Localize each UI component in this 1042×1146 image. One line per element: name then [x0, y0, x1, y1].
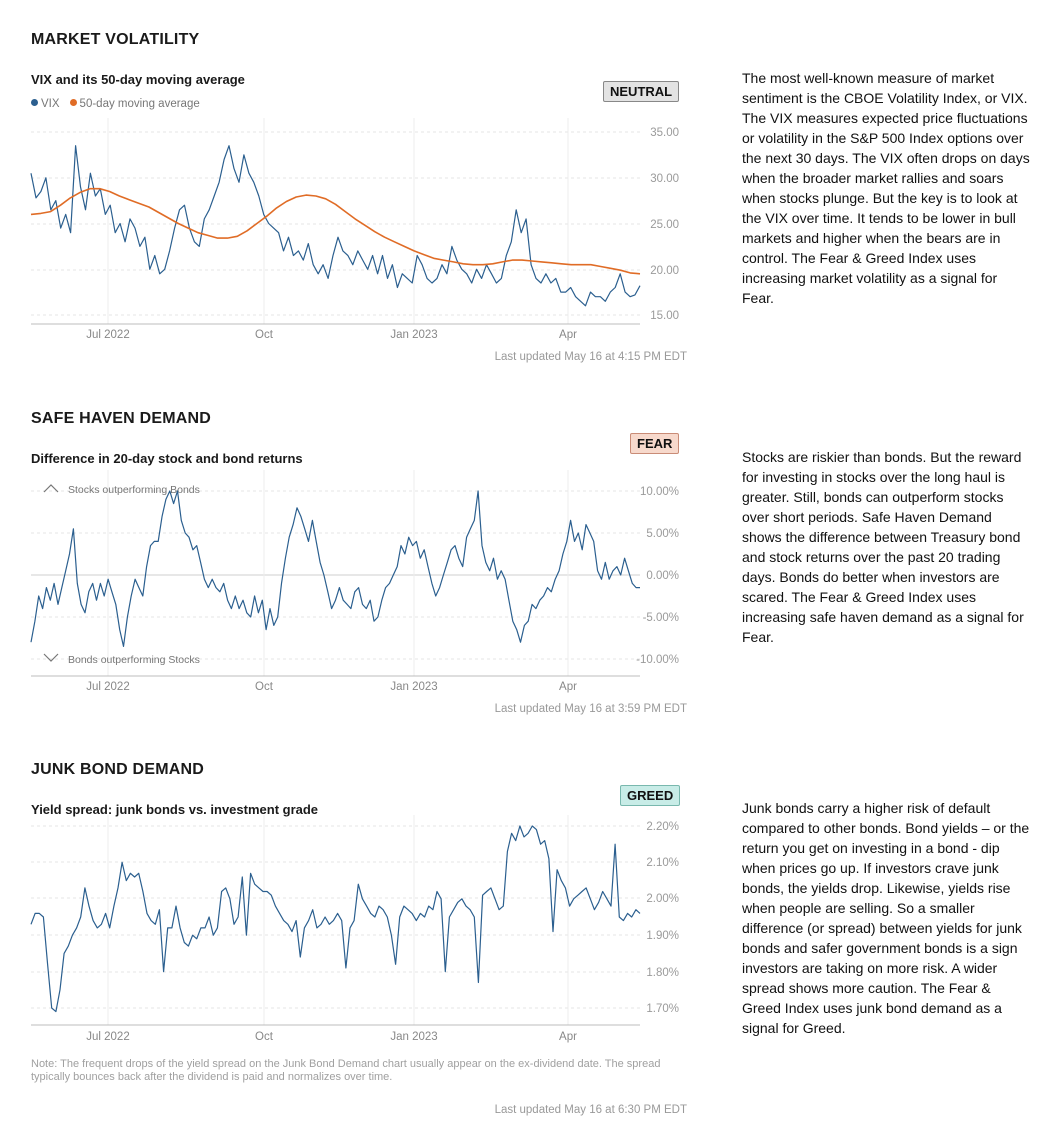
x-tick-label: Jul 2022	[86, 1031, 129, 1043]
chart-note: Note: The frequent drops of the yield sp…	[31, 1058, 661, 1083]
y-tick-label: 1.90%	[646, 930, 679, 942]
annotation-bottom: Bonds outperforming Stocks	[68, 654, 200, 666]
section-title: JUNK BOND DEMAND	[31, 761, 204, 778]
chevron-up-icon	[43, 484, 59, 493]
x-tick-label: Jan 2023	[390, 329, 437, 341]
legend-dot-icon	[69, 99, 77, 106]
sentiment-badge: NEUTRAL	[603, 81, 680, 102]
legend-label: 50-day moving average	[79, 98, 200, 110]
section-description: Stocks are riskier than bonds. But the r…	[742, 449, 1024, 645]
junk-bond-chart[interactable]: 2.20% 2.10% 2.00% 1.90% 1.80% 1.70% Jul 2022 Oc…	[0, 815, 700, 1045]
chart-title: Difference in 20-day stock and bond retu…	[31, 451, 303, 466]
chevron-down-icon	[43, 653, 59, 662]
chart-title: VIX and its 50-day moving average	[31, 72, 245, 87]
y-tick-label: 20.00	[650, 265, 679, 277]
y-tick-label: -10.00%	[636, 654, 679, 666]
y-tick-label: 1.70%	[646, 1003, 679, 1015]
legend-dot-icon	[31, 99, 38, 106]
last-updated: Last updated May 16 at 6:30 PM EDT	[494, 1104, 687, 1116]
legend-item-vix[interactable]: VIX	[31, 98, 60, 110]
y-tick-label: 15.00	[650, 310, 679, 322]
y-tick-label: 0.00%	[646, 570, 679, 582]
safe-haven-chart[interactable]: 10.00% 5.00% 0.00% -5.00% -10.00% Jul 2022 Oct…	[0, 470, 700, 700]
legend-item-ma[interactable]: 50-day moving average	[69, 98, 200, 110]
vix-chart[interactable]: 35.00 30.00 25.00 20.00 15.00 Jul 2022 Oct Jan …	[0, 118, 700, 348]
x-tick-label: Jul 2022	[86, 329, 129, 341]
x-tick-label: Oct	[255, 681, 274, 693]
x-tick-label: Oct	[255, 1031, 274, 1043]
y-tick-label: 2.20%	[646, 821, 679, 833]
y-tick-label: 10.00%	[640, 486, 679, 498]
section-title: SAFE HAVEN DEMAND	[31, 410, 212, 427]
section-description: Junk bonds carry a higher risk of defaul…	[742, 800, 1030, 1036]
annotation-top: Stocks outperforming Bonds	[68, 484, 200, 496]
section-title: MARKET VOLATILITY	[31, 31, 200, 48]
last-updated: Last updated May 16 at 4:15 PM EDT	[494, 351, 687, 363]
series-line-primary	[30, 145, 641, 307]
last-updated: Last updated May 16 at 3:59 PM EDT	[494, 703, 687, 715]
y-tick-label: -5.00%	[643, 612, 679, 624]
y-tick-label: 2.10%	[646, 857, 679, 869]
series-line-primary	[30, 825, 641, 1013]
x-tick-label: Jan 2023	[390, 681, 437, 693]
x-tick-label: Jul 2022	[86, 681, 129, 693]
x-tick-label: Apr	[559, 329, 577, 341]
sentiment-badge: GREED	[620, 785, 681, 806]
section-description: The most well-known measure of market se…	[742, 70, 1030, 306]
series-line-primary	[30, 490, 640, 647]
series-line-moving-average	[30, 187, 641, 275]
y-tick-label: 25.00	[650, 219, 679, 231]
x-tick-label: Oct	[255, 329, 274, 341]
y-tick-label: 35.00	[650, 127, 679, 139]
y-tick-label: 2.00%	[646, 893, 679, 905]
chart-legend: VIX 50-day moving average	[31, 98, 200, 110]
y-tick-label: 30.00	[650, 173, 679, 185]
sentiment-badge: FEAR	[630, 433, 680, 454]
y-tick-label: 5.00%	[646, 528, 679, 540]
x-tick-label: Apr	[559, 1031, 577, 1043]
chart-title: Yield spread: junk bonds vs. investment …	[31, 802, 319, 817]
x-tick-label: Apr	[559, 681, 577, 693]
y-tick-label: 1.80%	[646, 967, 679, 979]
legend-label: VIX	[41, 98, 60, 110]
x-tick-label: Jan 2023	[390, 1031, 437, 1043]
